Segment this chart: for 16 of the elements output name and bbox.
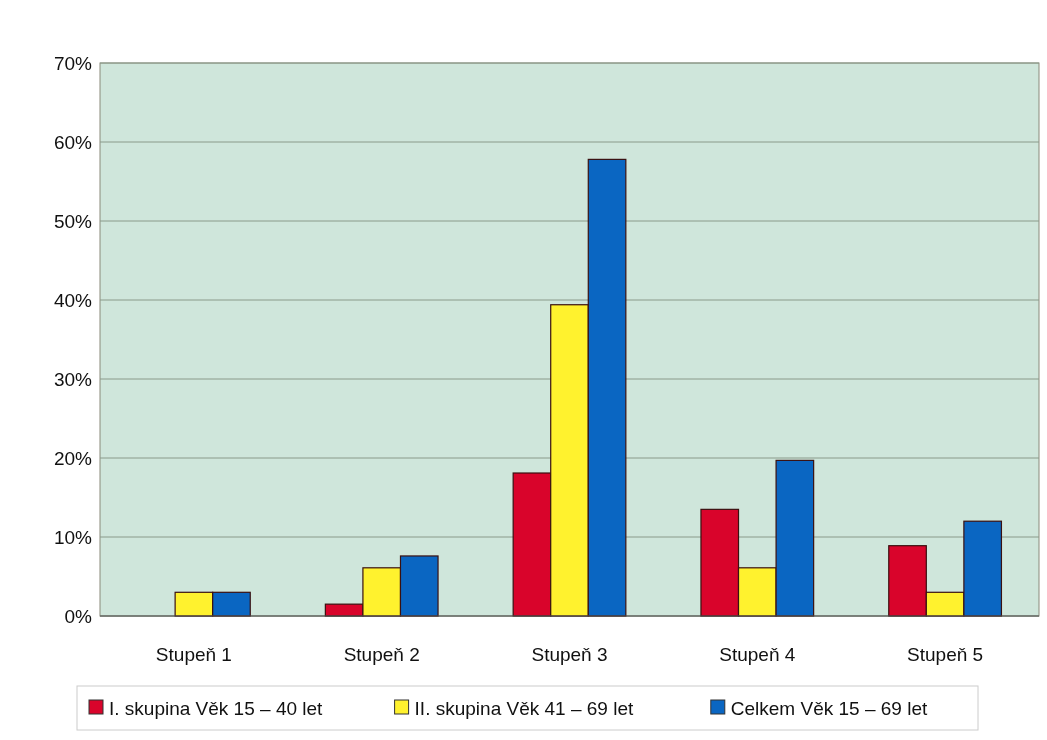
y-tick-label: 0% (64, 605, 93, 627)
y-tick-label: 70% (53, 52, 93, 74)
legend-label: II. skupina Věk 41 – 69 let (414, 697, 634, 719)
legend-label: Celkem Věk 15 – 69 let (730, 697, 928, 719)
y-tick-label: 60% (53, 131, 93, 153)
y-tick-label: 20% (53, 447, 93, 469)
y-tick-label: 50% (53, 210, 93, 232)
x-tick-label: Stupeň 4 (719, 644, 796, 665)
x-tick-label: Stupeň 3 (531, 644, 608, 665)
legend-label: I. skupina Věk 15 – 40 let (109, 697, 324, 719)
y-tick-label: 30% (53, 368, 93, 390)
y-tick-label: 40% (53, 289, 93, 311)
x-tick-label: Stupeň 1 (155, 644, 232, 665)
x-tick-label: Stupeň 5 (907, 644, 984, 665)
x-tick-label: Stupeň 2 (343, 644, 420, 665)
y-tick-label: 10% (53, 526, 93, 548)
